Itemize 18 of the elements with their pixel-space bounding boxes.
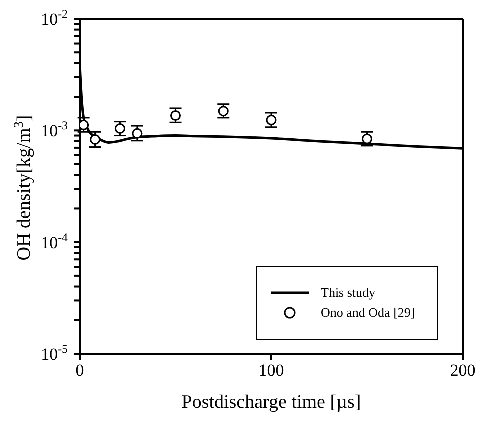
y-tick-label: 10$^{-4}$ bbox=[41, 230, 68, 252]
x-tick-label: 0 bbox=[76, 361, 84, 380]
point bbox=[266, 114, 277, 126]
point bbox=[90, 134, 101, 145]
y-tick-label: 10$^{-3}$ bbox=[41, 118, 68, 141]
point bbox=[218, 106, 229, 117]
point bbox=[80, 120, 90, 130]
x-tick-label: 100 bbox=[258, 361, 284, 380]
point bbox=[362, 134, 373, 144]
y-tick-label: 10$^{-2}$ bbox=[41, 7, 68, 29]
point bbox=[114, 124, 126, 134]
point bbox=[170, 110, 182, 122]
legend-label: Ono and Oda [29] bbox=[321, 305, 416, 321]
point bbox=[132, 128, 143, 139]
x-axis-title: Postdischarge time [µs] bbox=[182, 392, 362, 413]
legend-label: This study bbox=[321, 285, 376, 301]
x-tick-label: 200 bbox=[450, 361, 476, 380]
y-tick-label: 10$^{-5}$ bbox=[41, 342, 68, 364]
